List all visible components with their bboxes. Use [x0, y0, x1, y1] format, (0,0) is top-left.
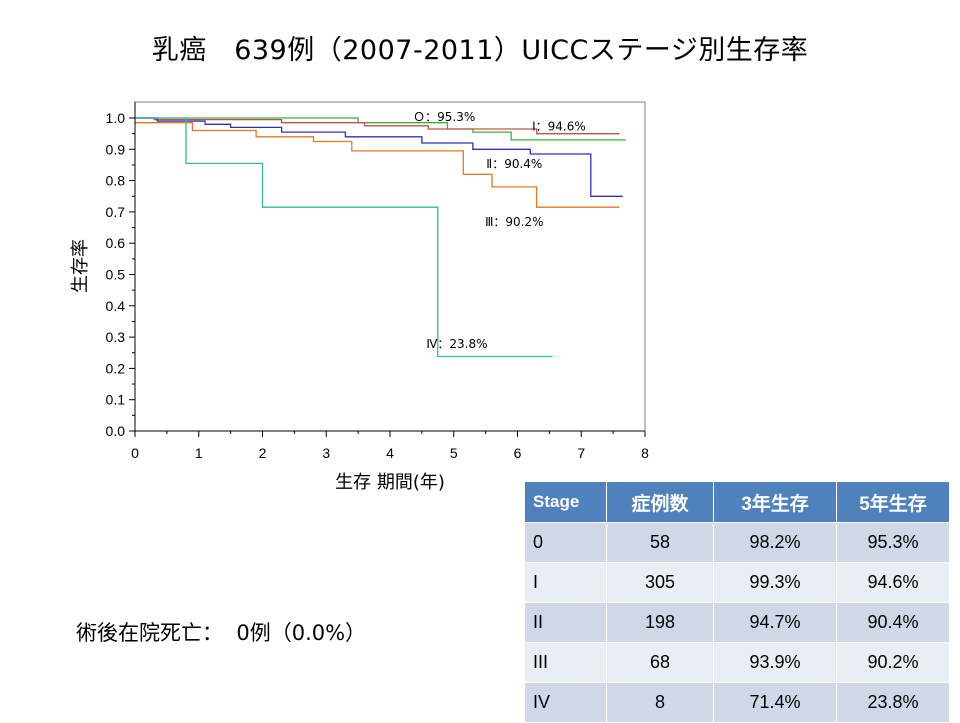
y-tick-label: 0.2	[106, 360, 126, 376]
cell-3yr: 94.7%	[713, 602, 837, 643]
cell-3yr: 71.4%	[713, 682, 837, 723]
table-row: II 198 94.7% 90.4%	[524, 602, 950, 643]
cell-3yr: 98.2%	[713, 522, 837, 563]
x-tick-label: 6	[514, 445, 522, 461]
x-tick-label: 7	[577, 445, 585, 461]
cell-5yr: 95.3%	[836, 522, 950, 563]
survival-table: Stage 症例数 3年生存 5年生存 0 58 98.2% 95.3% I 3…	[524, 481, 950, 723]
cell-5yr: 90.4%	[836, 602, 950, 643]
series-label-stage-0: Ｏ：95.3%	[413, 110, 475, 124]
y-axis-title: 生存率	[70, 239, 91, 293]
header-stage: Stage	[524, 481, 607, 523]
y-tick-label: 1.0	[106, 110, 126, 126]
y-tick-label: 0.8	[106, 173, 126, 189]
cell-5yr: 23.8%	[836, 682, 950, 723]
survival-chart: 0.0 0.1 0.2 0.3 0.4 0.5 0.6 0.7 0.8 0.9 1.0 0 1 2 3 4 5…	[70, 101, 649, 493]
y-tick-label: 0.3	[106, 329, 126, 345]
x-axis-title: 生存 期間(年)	[335, 472, 445, 493]
cell-cases: 8	[606, 682, 714, 723]
header-cases: 症例数	[606, 481, 714, 523]
table-row: IV 8 71.4% 23.8%	[524, 682, 950, 723]
series-label-stage-iv: Ⅳ：23.8%	[426, 337, 487, 351]
cell-stage: II	[524, 602, 607, 643]
cell-3yr: 93.9%	[713, 642, 837, 683]
header-5yr-survival: 5年生存	[836, 481, 950, 523]
y-tick-label: 0.4	[106, 298, 126, 314]
x-tick-label: 5	[450, 445, 458, 461]
x-tick-label: 8	[641, 445, 649, 461]
cell-cases: 58	[606, 522, 714, 563]
header-3yr-survival: 3年生存	[713, 481, 837, 523]
series-line-stage-i	[135, 117, 620, 135]
series-line-stage-ii	[135, 117, 623, 197]
table-row: 0 58 98.2% 95.3%	[524, 522, 950, 563]
series-line-stage-iv	[135, 117, 553, 358]
table-row: I 305 99.3% 94.6%	[524, 562, 950, 603]
x-tick-label: 0	[131, 445, 139, 461]
y-tick-label: 0.6	[106, 235, 126, 251]
y-tick-label: 0.5	[106, 267, 126, 283]
cell-3yr: 99.3%	[713, 562, 837, 603]
x-tick-label: 2	[259, 445, 267, 461]
cell-cases: 198	[606, 602, 714, 643]
y-tick-label: 0.0	[106, 423, 126, 439]
cell-stage: IV	[524, 682, 607, 723]
x-tick-label: 3	[322, 445, 330, 461]
y-tick-label: 0.9	[106, 141, 126, 157]
cell-stage: 0	[524, 522, 607, 563]
series-label-stage-iii: Ⅲ：90.2%	[485, 215, 543, 229]
cell-cases: 305	[606, 562, 714, 603]
cell-stage: I	[524, 562, 607, 603]
cell-stage: III	[524, 642, 607, 683]
table-header-row: Stage 症例数 3年生存 5年生存	[524, 481, 950, 523]
series-line-stage-iii	[135, 122, 620, 208]
series-label-stage-i: Ⅰ：94.6%	[532, 120, 586, 134]
series-label-stage-ii: Ⅱ：90.4%	[486, 157, 542, 171]
table-row: III 68 93.9% 90.2%	[524, 642, 950, 683]
x-tick-label: 1	[195, 445, 203, 461]
slide-title: 乳癌 639例（2007-2011）UICCステージ別生存率	[151, 35, 809, 66]
postoperative-mortality-note: 術後在院死亡： 0例（0.0%）	[76, 621, 367, 645]
cell-5yr: 94.6%	[836, 562, 950, 603]
y-tick-label: 0.1	[106, 392, 126, 408]
cell-5yr: 90.2%	[836, 642, 950, 683]
cell-cases: 68	[606, 642, 714, 683]
x-tick-label: 4	[386, 445, 394, 461]
y-tick-label: 0.7	[106, 204, 126, 220]
